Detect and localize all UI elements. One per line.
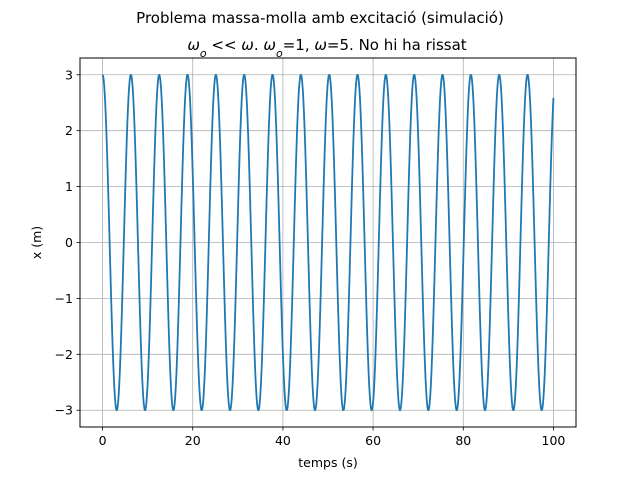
x-tick-label: 20 bbox=[185, 433, 201, 448]
y-axis-label: x (m) bbox=[29, 226, 44, 259]
x-axis-label: temps (s) bbox=[298, 455, 357, 470]
chart-title-part: o bbox=[200, 47, 207, 60]
chart-suptitle: Problema massa-molla amb excitació (simu… bbox=[136, 9, 504, 27]
x-tick-label: 40 bbox=[275, 433, 291, 448]
chart-title-part: o bbox=[276, 47, 283, 60]
chart-title-part: . bbox=[254, 36, 264, 54]
axis-ticks: 0 20 40 60 80 100 −3 −2 −1 0 1 2 3 bbox=[55, 67, 566, 448]
chart-title-part: ω bbox=[241, 36, 254, 54]
chart-title: ωo << ω. ωo=1, ω=5. No hi ha rissat bbox=[187, 36, 466, 60]
y-tick-label: −1 bbox=[55, 291, 73, 306]
y-tick-label: 2 bbox=[65, 123, 73, 138]
plot-area bbox=[101, 73, 555, 412]
series-line bbox=[101, 73, 555, 412]
y-tick-label: −3 bbox=[55, 403, 73, 418]
y-tick-label: 1 bbox=[65, 179, 73, 194]
y-tick-label: −2 bbox=[55, 347, 73, 362]
chart-title-part: ω bbox=[263, 36, 276, 54]
chart-title-part: ω bbox=[187, 36, 200, 54]
chart-title-part: =5. No hi ha rissat bbox=[327, 36, 467, 54]
y-tick-label: 0 bbox=[65, 235, 73, 250]
x-tick-label: 80 bbox=[455, 433, 471, 448]
y-tick-label: 3 bbox=[65, 67, 73, 82]
x-tick-label: 100 bbox=[542, 433, 566, 448]
chart-title-part: ω bbox=[314, 36, 327, 54]
x-tick-label: 0 bbox=[99, 433, 107, 448]
chart-title-part: =1, bbox=[283, 36, 315, 54]
x-tick-label: 60 bbox=[365, 433, 381, 448]
chart-title-part: << bbox=[207, 36, 242, 54]
